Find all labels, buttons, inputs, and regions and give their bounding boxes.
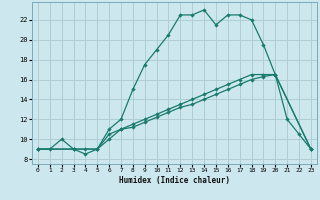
X-axis label: Humidex (Indice chaleur): Humidex (Indice chaleur): [119, 176, 230, 185]
